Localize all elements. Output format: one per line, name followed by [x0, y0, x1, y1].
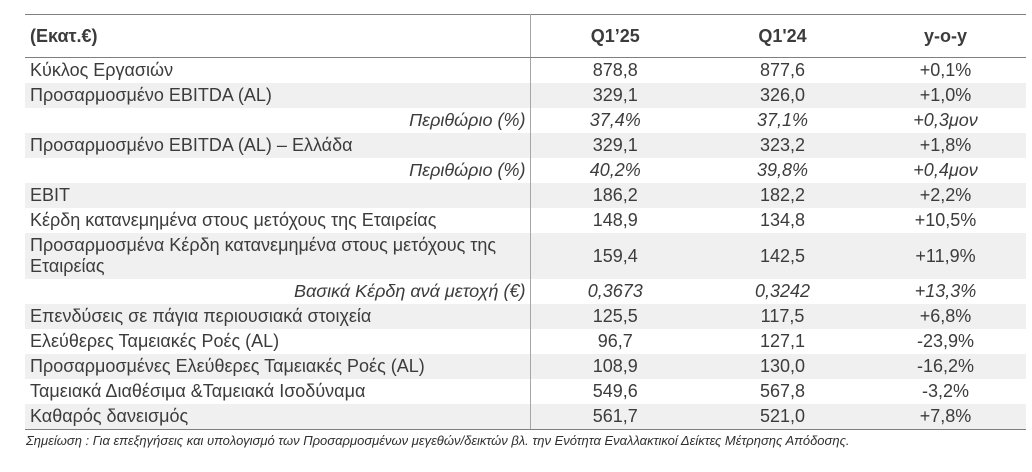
row-label: Προσαρμοσμένο EBITDA (AL) – Ελλάδα	[25, 133, 531, 158]
cell-q1-24: 567,8	[759, 381, 806, 401]
cell-q1-25: 108,9	[592, 356, 638, 376]
row-label: Καθαρός δανεισμός	[25, 404, 531, 430]
cell-yoy: +1,0%	[919, 85, 972, 105]
row-label: Κέρδη κατανεμημένα στους μετόχους της Ετ…	[25, 208, 531, 233]
cell-q1-24: 117,5	[760, 306, 805, 326]
cell-q1-24: 0,3242	[754, 281, 811, 301]
cell-q1-24: 130,0	[759, 356, 806, 376]
row-label: Επενδύσεις σε πάγια περιουσιακά στοιχεία	[25, 304, 531, 329]
cell-q1-25: 0,3673	[587, 281, 643, 301]
row-label: Ταμειακά Διαθέσιμα &Ταμειακά Ισοδύναμα	[25, 379, 531, 404]
row-label: EBIT	[25, 183, 531, 208]
cell-yoy: +0,4μον	[913, 160, 978, 180]
cell-yoy: +13,3%	[914, 281, 977, 301]
cell-q1-24: 877,6	[759, 60, 806, 80]
row-label: Περιθώριο (%)	[25, 158, 531, 183]
cell-q1-25: 549,6	[592, 381, 638, 401]
row-label: Ελεύθερες Ταμειακές Ροές (AL)	[25, 329, 531, 354]
column-header-unit: (Εκατ.€)	[25, 14, 531, 58]
cell-q1-24: 323,2	[759, 135, 806, 155]
cell-q1-24: 39,8%	[756, 160, 809, 180]
cell-q1-24: 37,1%	[756, 110, 809, 130]
cell-yoy: +0,1%	[919, 60, 972, 80]
cell-yoy: +10,5%	[914, 210, 977, 230]
table-row: EBIT 186,2 182,2 +2,2%	[25, 183, 1026, 208]
table-row: Ταμειακά Διαθέσιμα &Ταμειακά Ισοδύναμα 54…	[25, 379, 1026, 404]
table-row: Προσαρμοσμένες Ελεύθερες Ταμειακές Ροές …	[25, 354, 1026, 379]
cell-yoy: +0,3μον	[913, 110, 978, 130]
cell-q1-24: 142,5	[759, 245, 806, 266]
table-row: Καθαρός δανεισμός 561,7 521,0 +7,8%	[25, 404, 1026, 430]
column-header-q1-25: Q1’25	[530, 14, 700, 58]
cell-q1-24: 134,8	[759, 210, 806, 230]
cell-q1-25: 148,9	[592, 210, 638, 230]
table-row: Προσαρμοσμένο EBITDA (AL) 329,1 326,0 +1,0%	[25, 83, 1026, 108]
cell-q1-24: 326,0	[759, 85, 806, 105]
row-label: Προσαρμοσμένα Κέρδη κατανεμημένα στους μ…	[25, 233, 531, 279]
cell-yoy: +6,8%	[919, 306, 972, 326]
column-header-q1-24: Q1'24	[700, 14, 865, 58]
table-row: Περιθώριο (%) 37,4% 37,1% +0,3μον	[25, 108, 1026, 133]
table-row: Προσαρμοσμένα Κέρδη κατανεμημένα στους μ…	[25, 233, 1026, 279]
cell-q1-25: 329,1	[592, 85, 638, 105]
column-header-yoy: y-o-y	[865, 14, 1026, 58]
financial-results-table: (Εκατ.€) Q1’25 Q1'24 y-o-y Κύκλος Εργασι…	[25, 14, 1026, 430]
table-header-row: (Εκατ.€) Q1’25 Q1'24 y-o-y	[25, 14, 1026, 58]
cell-q1-25: 96,7	[597, 331, 633, 351]
cell-q1-24: 127,1	[759, 331, 806, 351]
cell-q1-25: 878,8	[592, 60, 638, 80]
cell-q1-25: 37,4%	[589, 110, 641, 130]
cell-q1-25: 40,2%	[589, 160, 641, 180]
cell-q1-25: 159,4	[592, 245, 638, 266]
cell-yoy: -23,9%	[916, 331, 975, 351]
row-label: Κύκλος Εργασιών	[25, 57, 531, 83]
table-row: Προσαρμοσμένο EBITDA (AL) – Ελλάδα 329,1 3…	[25, 133, 1026, 158]
cell-q1-25: 561,7	[530, 404, 700, 430]
table-row: Περιθώριο (%) 40,2% 39,8% +0,4μον	[25, 158, 1026, 183]
cell-yoy: +11,9%	[915, 245, 976, 266]
row-label: Βασικά Κέρδη ανά μετοχή (€)	[25, 279, 531, 304]
cell-q1-25: 125,5	[592, 306, 638, 326]
table-row: Επενδύσεις σε πάγια περιουσιακά στοιχεία…	[25, 304, 1026, 329]
cell-q1-25: 186,2	[592, 185, 638, 205]
cell-q1-25: 329,1	[592, 135, 638, 155]
row-label: Προσαρμοσμένο EBITDA (AL)	[25, 83, 531, 108]
table-row: Ελεύθερες Ταμειακές Ροές (AL) 96,7 127,1 -2…	[25, 329, 1026, 354]
table-row: Κέρδη κατανεμημένα στους μετόχους της Ετ…	[25, 208, 1026, 233]
table-row: Βασικά Κέρδη ανά μετοχή (€) 0,3673 0,3242 +…	[25, 279, 1026, 304]
row-label: Περιθώριο (%)	[25, 108, 531, 133]
cell-q1-24: 521,0	[700, 404, 865, 430]
cell-yoy: +1,8%	[919, 135, 972, 155]
cell-yoy: -16,2%	[916, 356, 975, 376]
cell-yoy: -3,2%	[921, 381, 970, 401]
cell-yoy: +7,8%	[865, 404, 1026, 430]
table-row: Κύκλος Εργασιών 878,8 877,6 +0,1%	[25, 57, 1026, 83]
footnote: Σημείωση : Για επεξηγήσεις και υπολογισμ…	[26, 433, 850, 448]
row-label: Προσαρμοσμένες Ελεύθερες Ταμειακές Ροές …	[25, 354, 531, 379]
cell-q1-24: 182,2	[759, 185, 806, 205]
financial-results-sheet: (Εκατ.€) Q1’25 Q1'24 y-o-y Κύκλος Εργασι…	[25, 14, 1026, 448]
cell-yoy: +2,2%	[919, 185, 972, 205]
